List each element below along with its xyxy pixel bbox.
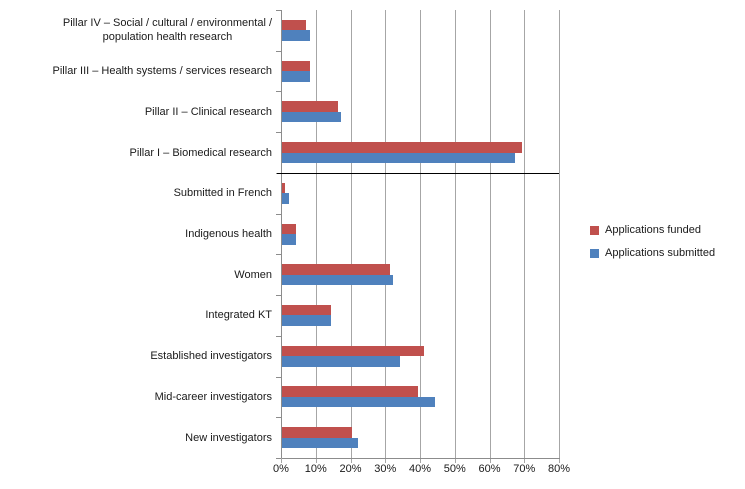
gridline xyxy=(385,10,387,463)
gridline xyxy=(524,10,526,463)
legend-item-submitted: Applications submitted xyxy=(590,245,715,261)
funded-bar xyxy=(282,101,338,112)
category-label: Pillar III – Health systems / services r… xyxy=(0,64,272,78)
submitted-bar xyxy=(282,30,310,41)
y-axis-tick xyxy=(276,213,281,215)
x-axis-tick xyxy=(281,458,282,463)
x-tick-label: 10% xyxy=(304,463,327,475)
x-tick-label: 40% xyxy=(408,463,432,475)
funded-bar xyxy=(282,304,331,316)
category-label-text: Pillar I – Biomedical research xyxy=(129,146,272,159)
submitted-swatch-icon xyxy=(590,248,599,258)
category-label-text: Mid-career investigators xyxy=(154,390,272,403)
submitted-bar xyxy=(282,234,296,245)
group-separator-line xyxy=(277,172,559,174)
submitted-bar xyxy=(282,111,342,123)
x-tick-label: 20% xyxy=(339,463,362,475)
category-label-text: New investigators xyxy=(185,431,272,444)
category-label-text: Submitted in French xyxy=(173,187,272,200)
submitted-bar xyxy=(282,437,359,449)
legend-label-submitted: Applications submitted xyxy=(605,247,716,259)
y-axis-tick xyxy=(276,295,281,297)
category-label: Indigenous health xyxy=(0,227,272,241)
y-axis-tick xyxy=(276,50,281,52)
funded-bar xyxy=(282,182,286,194)
category-label-text: Pillar II – Clinical research xyxy=(144,105,272,118)
gridline xyxy=(420,10,421,463)
funded-bar xyxy=(282,142,522,153)
category-label: Integrated KT xyxy=(0,308,272,322)
legend-label-funded: Applications funded xyxy=(605,224,702,236)
x-tick-label: 70% xyxy=(513,463,536,475)
gridline xyxy=(315,10,317,463)
funded-bar xyxy=(282,223,296,234)
category-label: Submitted in French xyxy=(0,186,272,200)
x-tick-label: 60% xyxy=(478,463,501,475)
category-label: Pillar II – Clinical research xyxy=(0,105,272,119)
submitted-bar xyxy=(282,315,331,326)
gridline xyxy=(489,10,491,463)
y-axis-tick xyxy=(276,417,281,419)
y-axis-tick xyxy=(276,335,281,337)
category-label-text: Established investigators xyxy=(150,350,272,363)
y-axis-tick xyxy=(276,91,281,93)
funded-bar xyxy=(282,427,352,438)
funded-swatch-icon xyxy=(590,225,599,235)
submitted-bar xyxy=(282,193,289,204)
submitted-bar xyxy=(282,356,401,367)
category-label-text: Pillar IV – Social / cultural / environm… xyxy=(62,17,272,44)
submitted-bar xyxy=(282,396,435,408)
funded-bar xyxy=(282,386,418,397)
submitted-bar xyxy=(282,71,310,82)
y-axis-tick xyxy=(276,132,281,134)
gridline xyxy=(454,10,456,463)
x-tick-label: 0% xyxy=(273,463,289,475)
x-axis xyxy=(276,458,560,459)
funded-bar xyxy=(282,345,425,357)
y-axis-tick xyxy=(276,376,281,378)
submitted-bar xyxy=(282,152,515,164)
category-label-text: Pillar III – Health systems / services r… xyxy=(52,65,272,78)
category-label: Pillar I – Biomedical research xyxy=(0,146,272,160)
funded-bar xyxy=(282,19,307,31)
category-label: Mid-career investigators xyxy=(0,390,272,404)
x-tick-label: 80% xyxy=(547,463,571,475)
category-label: New investigators xyxy=(0,431,272,445)
category-label-text: Indigenous health xyxy=(185,228,272,240)
y-axis-tick xyxy=(276,10,281,11)
category-label: Pillar IV – Social / cultural / environm… xyxy=(0,16,272,44)
gridline xyxy=(559,10,560,463)
x-tick-label: 50% xyxy=(443,463,466,475)
category-label-text: Integrated KT xyxy=(205,309,272,322)
legend: Applications funded Applications submitt… xyxy=(590,222,715,268)
gridline xyxy=(350,10,352,463)
funded-bar xyxy=(282,264,390,275)
funded-bar xyxy=(282,60,310,72)
category-label-text: Women xyxy=(234,268,272,281)
category-label: Women xyxy=(0,268,272,282)
category-label: Established investigators xyxy=(0,349,272,363)
y-axis-tick xyxy=(276,254,281,256)
submitted-bar xyxy=(282,274,394,286)
y-axis xyxy=(281,10,282,458)
legend-item-funded: Applications funded xyxy=(590,222,715,238)
x-tick-label: 30% xyxy=(374,463,397,475)
